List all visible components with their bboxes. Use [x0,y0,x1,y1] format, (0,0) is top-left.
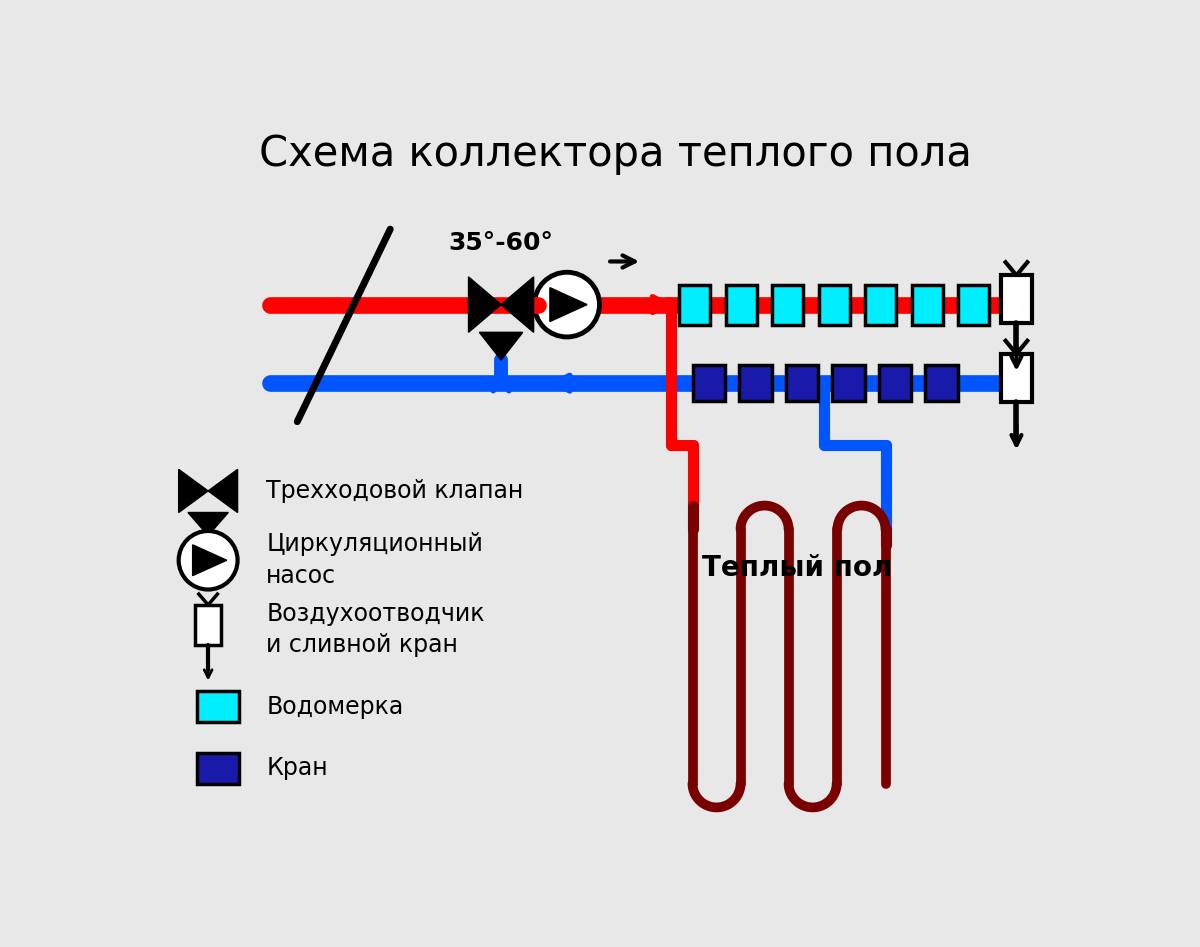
Text: Теплый пол: Теплый пол [702,554,893,582]
Polygon shape [193,545,227,576]
Text: Трехходовой клапан: Трехходовой клапан [266,479,523,503]
Polygon shape [502,277,534,332]
FancyBboxPatch shape [194,605,221,645]
Polygon shape [550,288,587,322]
FancyBboxPatch shape [959,285,989,325]
FancyBboxPatch shape [878,366,911,401]
FancyBboxPatch shape [832,366,864,401]
Polygon shape [468,277,502,332]
FancyBboxPatch shape [726,285,757,325]
Text: Воздухоотводчик
и сливной кран: Воздухоотводчик и сливной кран [266,601,485,657]
Circle shape [534,272,600,337]
Polygon shape [188,512,228,536]
FancyBboxPatch shape [692,366,725,401]
FancyBboxPatch shape [1001,354,1032,402]
FancyBboxPatch shape [739,366,772,401]
FancyBboxPatch shape [197,691,239,722]
Text: Циркуляционный
насос: Циркуляционный насос [266,532,484,588]
FancyBboxPatch shape [912,285,943,325]
FancyBboxPatch shape [1001,276,1032,323]
Polygon shape [479,332,523,360]
FancyBboxPatch shape [679,285,710,325]
FancyBboxPatch shape [773,285,803,325]
FancyBboxPatch shape [818,285,850,325]
Polygon shape [179,470,208,512]
Polygon shape [208,470,238,512]
Circle shape [179,531,238,589]
Text: Кран: Кран [266,756,328,780]
FancyBboxPatch shape [925,366,958,401]
FancyBboxPatch shape [786,366,818,401]
Text: Водомерка: Водомерка [266,694,403,719]
FancyBboxPatch shape [197,753,239,783]
Text: 35°-60°: 35°-60° [449,231,553,255]
Text: Схема коллектора теплого пола: Схема коллектора теплого пола [258,133,972,174]
FancyBboxPatch shape [865,285,896,325]
